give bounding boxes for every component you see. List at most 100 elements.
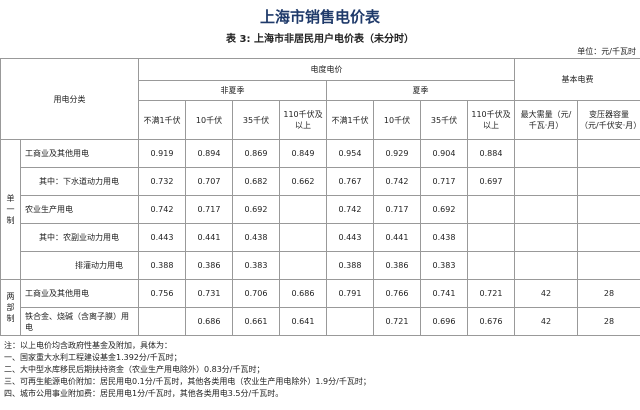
value-cell: 0.721 [373, 307, 421, 336]
note-line: 二、大中型水库移民后期扶持资金（农业生产用电除外）0.83分/千瓦时； [4, 365, 265, 374]
header-cell: 基本电费 [514, 58, 640, 101]
value-cell: 0.731 [185, 279, 233, 308]
value-cell: 0.849 [279, 139, 327, 168]
body-row: 两部制 工商业及其他用电 0.756 0.731 0.706 0.686 0.791 0.76… [0, 279, 640, 336]
value-cell [577, 139, 640, 168]
value-cell: 0.732 [138, 167, 186, 196]
value-cell: 0.791 [326, 279, 374, 308]
row-label: 其中：下水道动力用电 [20, 167, 139, 196]
value-cell: 0.717 [420, 167, 468, 196]
row-label: 其中：农副业动力用电 [20, 223, 139, 252]
group-cell: 两部制 [0, 279, 21, 336]
body-row: 单一制 工商业及其他用电 0.919 0.894 0.869 0.849 0.954 0.92… [0, 139, 640, 280]
header-cell: 用电分类 [0, 58, 139, 140]
header-cell: 35千伏 [420, 100, 468, 140]
row-label: 农业生产用电 [20, 195, 139, 224]
value-cell: 0.692 [420, 195, 468, 224]
value-cell: 0.686 [279, 279, 327, 308]
value-cell: 0.919 [138, 139, 186, 168]
value-cell: 0.742 [326, 195, 374, 224]
header-cell: 10千伏 [373, 100, 421, 140]
value-cell: 0.756 [138, 279, 186, 308]
value-cell [279, 223, 327, 252]
value-cell: 0.929 [373, 139, 421, 168]
value-cell: 0.741 [420, 279, 468, 308]
header-cell: 不满1千伏 [138, 100, 186, 140]
note-line: 注：以上电价均含政府性基金及附加，具体为： [4, 341, 172, 350]
header-cell: 非夏季 [138, 80, 327, 101]
value-cell: 0.676 [467, 307, 515, 336]
row-label: 工商业及其他用电 [20, 139, 139, 168]
header-cell: 110千伏及以上 [279, 100, 327, 140]
value-cell [577, 251, 640, 280]
header-cell: 夏季 [326, 80, 515, 101]
group-cell: 单一制 [0, 139, 21, 280]
value-cell [514, 195, 578, 224]
value-cell: 0.767 [326, 167, 374, 196]
value-cell: 0.661 [232, 307, 280, 336]
value-cell: 0.386 [373, 251, 421, 280]
header-cell: 35千伏 [232, 100, 280, 140]
value-cell: 28 [577, 307, 640, 336]
value-cell [279, 195, 327, 224]
value-cell: 0.884 [467, 139, 515, 168]
value-cell: 0.443 [138, 223, 186, 252]
body-row: 排灌动力用电 0.388 0.386 0.383 0.388 0.386 0.383 [1, 251, 640, 280]
note-line: 四、城市公用事业附加费：居民用电1分/千瓦时，其他各类用电3.5分/千瓦时。 [4, 389, 284, 398]
value-cell: 0.441 [373, 223, 421, 252]
header-cell: 110千伏及以上 [467, 100, 515, 140]
header-cell: 最大需量（元/千瓦·月） [514, 100, 578, 140]
value-cell: 0.766 [373, 279, 421, 308]
value-cell: 0.641 [279, 307, 327, 336]
value-cell: 42 [514, 307, 578, 336]
value-cell: 0.707 [185, 167, 233, 196]
value-cell [326, 307, 374, 336]
value-cell: 0.742 [138, 195, 186, 224]
value-cell: 0.954 [326, 139, 374, 168]
value-cell: 0.441 [185, 223, 233, 252]
value-cell: 0.721 [467, 279, 515, 308]
header-row: 用电分类 电度电价 基本电费 [0, 58, 640, 140]
note-line: 一、国家重大水利工程建设基金1.392分/千瓦时； [4, 353, 182, 362]
value-cell [514, 167, 578, 196]
value-cell: 0.443 [326, 223, 374, 252]
value-cell: 0.438 [420, 223, 468, 252]
price-table: 用电分类 电度电价 基本电费 非夏季 夏季 不满1千伏 10千伏 35千伏 110千伏及以上 不满… [0, 58, 640, 336]
value-cell: 0.706 [232, 279, 280, 308]
value-cell: 0.696 [420, 307, 468, 336]
header-row: 非夏季 夏季 [1, 80, 640, 101]
title: 上海市销售电价表 [259, 8, 380, 26]
value-cell [577, 223, 640, 252]
value-cell: 0.386 [185, 251, 233, 280]
header-cell: 不满1千伏 [326, 100, 374, 140]
value-cell [138, 307, 186, 336]
header-cell: 变压器容量（元/千伏安·月） [577, 100, 640, 140]
notes: 注：以上电价均含政府性基金及附加，具体为： 一、国家重大水利工程建设基金1.392… [0, 336, 640, 400]
value-cell [577, 167, 640, 196]
body-row: 铁合金、烧碱（含离子膜）用电 0.686 0.661 0.641 0.721 0.696 0… [1, 307, 640, 336]
row-label: 工商业及其他用电 [20, 279, 139, 308]
value-cell: 0.692 [232, 195, 280, 224]
header-cell: 10千伏 [185, 100, 233, 140]
value-cell: 0.383 [232, 251, 280, 280]
subtitle: 表 3: 上海市非居民用户电价表（未分时） [226, 34, 414, 45]
value-cell: 0.717 [185, 195, 233, 224]
body-row: 农业生产用电 0.742 0.717 0.692 0.742 0.717 0.692 [1, 195, 640, 224]
value-cell [467, 223, 515, 252]
value-cell [514, 223, 578, 252]
value-cell: 0.388 [138, 251, 186, 280]
row-label: 铁合金、烧碱（含离子膜）用电 [20, 307, 139, 336]
value-cell: 0.682 [232, 167, 280, 196]
value-cell: 0.904 [420, 139, 468, 168]
value-cell: 28 [577, 279, 640, 308]
value-cell: 0.388 [326, 251, 374, 280]
value-cell: 0.697 [467, 167, 515, 196]
value-cell: 0.717 [373, 195, 421, 224]
value-cell: 0.869 [232, 139, 280, 168]
note-line: 三、可再生能源电价附加：居民用电0.1分/千瓦时，其他各类用电（农业生产用电除外… [4, 377, 371, 386]
value-cell: 0.383 [420, 251, 468, 280]
header-cell: 电度电价 [138, 58, 515, 81]
value-cell: 42 [514, 279, 578, 308]
value-cell: 0.686 [185, 307, 233, 336]
